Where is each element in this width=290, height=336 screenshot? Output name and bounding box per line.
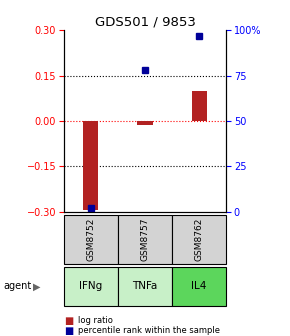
- Bar: [192, 91, 207, 121]
- Bar: [64, 267, 118, 306]
- Text: GSM8752: GSM8752: [86, 218, 95, 261]
- Bar: [137, 121, 153, 125]
- Text: agent: agent: [3, 282, 31, 291]
- Bar: [64, 215, 118, 264]
- Text: log ratio: log ratio: [78, 317, 113, 325]
- Text: TNFa: TNFa: [132, 282, 158, 291]
- Bar: [118, 267, 172, 306]
- Text: IFNg: IFNg: [79, 282, 102, 291]
- Text: GSM8757: GSM8757: [140, 218, 150, 261]
- Text: ■: ■: [64, 326, 73, 336]
- Text: ▶: ▶: [33, 282, 41, 291]
- Bar: [172, 267, 226, 306]
- Text: ■: ■: [64, 316, 73, 326]
- Bar: [83, 121, 98, 210]
- Text: GSM8762: GSM8762: [195, 218, 204, 261]
- Text: percentile rank within the sample: percentile rank within the sample: [78, 327, 220, 335]
- Text: IL4: IL4: [191, 282, 207, 291]
- Bar: [118, 215, 172, 264]
- Text: GDS501 / 9853: GDS501 / 9853: [95, 15, 195, 28]
- Bar: [172, 215, 226, 264]
